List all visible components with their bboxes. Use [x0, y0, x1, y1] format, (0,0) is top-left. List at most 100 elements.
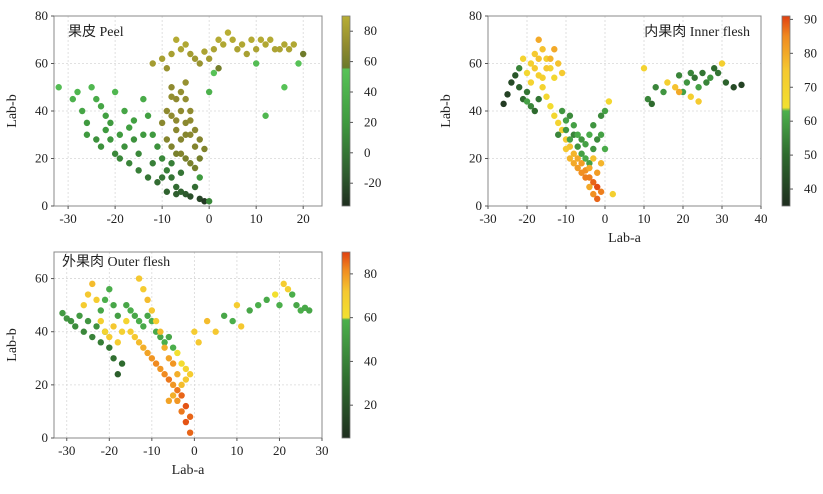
scatter-point: [126, 124, 133, 131]
scatter-point: [500, 100, 507, 108]
panel-title: 外果肉 Outer flesh: [62, 254, 170, 270]
scatter-point: [578, 160, 585, 167]
scatter-point: [306, 307, 313, 314]
colorbar-tick-label: 20: [364, 397, 377, 412]
scatter-point: [531, 50, 538, 58]
scatter-point: [640, 65, 648, 72]
scatter-point: [578, 169, 585, 176]
scatter-point: [182, 95, 189, 103]
scatter-point: [220, 41, 227, 48]
scatter-point: [191, 328, 198, 335]
scatter-point: [140, 286, 147, 293]
scatter-point: [263, 296, 270, 304]
y-tick-label: 40: [469, 103, 482, 118]
colorbar-tick-label: 60: [804, 113, 817, 128]
scatter-point: [157, 328, 164, 335]
scatter-point: [547, 55, 554, 62]
scatter-point: [131, 333, 139, 341]
scatter-point: [555, 131, 562, 138]
scatter-point: [597, 160, 605, 167]
scatter-point: [178, 392, 185, 399]
scatter-point: [243, 50, 250, 58]
scatter-point: [149, 160, 156, 167]
x-tick-label: 20: [677, 211, 690, 226]
scatter-point: [196, 60, 203, 67]
x-tick-label: -30: [58, 443, 75, 458]
scatter-point: [106, 333, 113, 341]
y-tick-label: 20: [35, 151, 48, 166]
scatter-point: [508, 79, 515, 86]
scatter-point: [161, 339, 168, 346]
scatter-point: [173, 190, 180, 198]
scatter-point: [140, 131, 147, 138]
scatter-point: [555, 60, 562, 67]
scatter-point: [178, 360, 185, 367]
scatter-point: [590, 190, 597, 198]
scatter-point: [69, 95, 77, 103]
scatter-point: [652, 84, 659, 91]
scatter-point: [173, 183, 180, 191]
scatter-point: [72, 323, 79, 330]
scatter-point: [601, 145, 609, 153]
scatter-point: [186, 429, 194, 436]
scatter-point: [299, 50, 307, 58]
scatter-point: [182, 79, 189, 86]
scatter-point: [168, 93, 175, 100]
scatter-point: [88, 84, 95, 91]
scatter-point: [586, 131, 593, 138]
scatter-point: [187, 117, 194, 124]
scatter-point: [163, 107, 171, 115]
scatter-point: [262, 41, 269, 48]
scatter-point: [76, 312, 83, 319]
scatter-point: [722, 79, 730, 86]
scatter-point: [201, 48, 208, 55]
scatter-point: [262, 112, 269, 119]
scatter-point: [182, 376, 190, 383]
scatter-point: [83, 131, 91, 138]
y-tick-label: 60: [469, 56, 482, 71]
scatter-point: [582, 174, 589, 181]
scatter-point: [157, 365, 164, 373]
scatter-point: [695, 84, 702, 91]
colorbar-tick-label: 80: [364, 266, 377, 281]
colorbar-tick-label: 20: [364, 114, 377, 129]
scatter-point: [93, 136, 100, 143]
scatter-point: [597, 131, 605, 138]
scatter-point: [93, 323, 100, 330]
scatter-point: [182, 402, 190, 410]
scatter-point: [144, 112, 152, 119]
scatter-point: [97, 317, 104, 325]
colorbar-tick-label: 80: [364, 23, 377, 38]
scatter-point: [547, 103, 554, 110]
scatter-point: [738, 81, 745, 89]
colorbar-tick-label: -20: [364, 175, 381, 190]
scatter-point: [178, 381, 185, 389]
scatter-point: [234, 46, 241, 53]
scatter-point: [675, 88, 683, 96]
x-tick-label: 40: [755, 211, 768, 226]
scatter-point: [101, 296, 109, 304]
scatter-point: [158, 155, 166, 162]
scatter-point: [195, 339, 202, 346]
scatter-point: [127, 328, 134, 335]
scatter-point: [582, 155, 589, 162]
scatter-point: [551, 74, 558, 81]
scatter-point: [539, 46, 546, 53]
scatter-point: [648, 100, 655, 108]
scatter-point: [590, 155, 597, 162]
scatter-point: [295, 60, 302, 67]
scatter-point: [169, 392, 177, 399]
scatter-point: [285, 46, 293, 53]
scatter-point: [168, 84, 175, 91]
y-tick-label: 40: [35, 103, 48, 118]
scatter-point: [107, 136, 114, 143]
x-axis-label: Lab-a: [608, 231, 641, 246]
scatter-point: [531, 65, 538, 72]
scatter-point: [158, 55, 166, 62]
x-tick-label: -10: [557, 211, 574, 226]
scatter-point: [174, 349, 181, 357]
scatter-point: [714, 69, 722, 77]
scatter-point: [543, 93, 550, 100]
scatter-point: [257, 36, 265, 43]
scatter-point: [144, 296, 151, 304]
